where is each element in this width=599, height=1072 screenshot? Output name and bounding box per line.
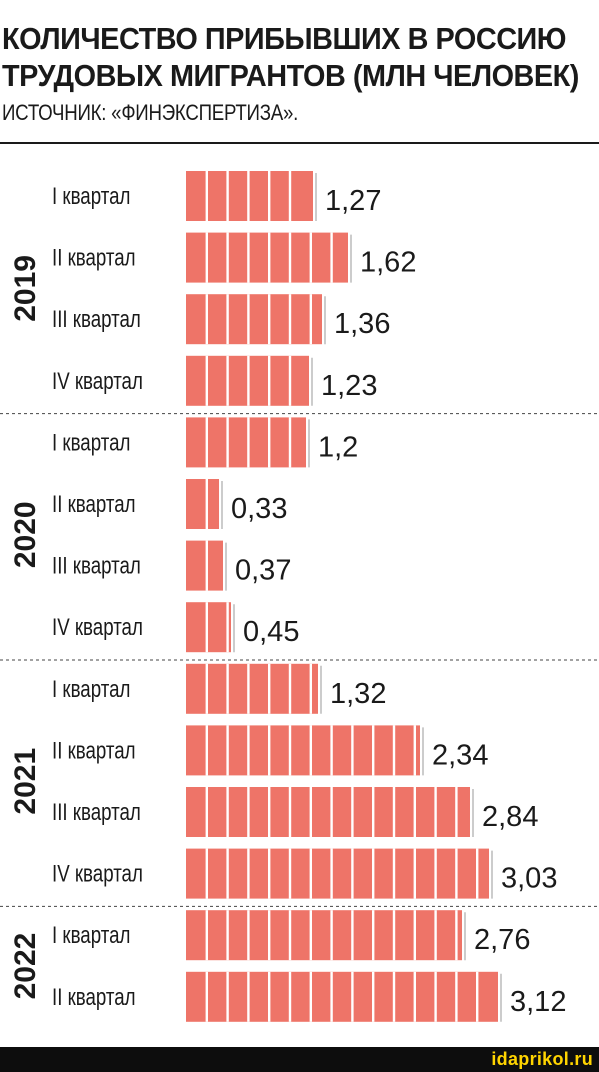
bar-category-label: IV квартал bbox=[52, 860, 143, 887]
chart-subtitle: ИСТОЧНИК: «ФИНЭКСПЕРТИЗА». bbox=[2, 100, 299, 125]
footer-bar bbox=[0, 1047, 599, 1072]
bar-category-label: III квартал bbox=[52, 306, 141, 333]
year-label: 2022 bbox=[9, 933, 42, 1000]
bar bbox=[186, 479, 219, 529]
bar-category-label: IV квартал bbox=[52, 368, 143, 395]
value-label: 2,76 bbox=[474, 924, 530, 956]
bar bbox=[186, 787, 470, 837]
header-rule bbox=[0, 142, 599, 144]
value-label: 3,03 bbox=[501, 863, 557, 895]
bar bbox=[186, 725, 420, 776]
bar-category-label: III квартал bbox=[52, 552, 141, 579]
chart-title: КОЛИЧЕСТВО ПРИБЫВШИХ В РОССИЮ ТРУДОВЫХ М… bbox=[2, 20, 579, 94]
year-label: 2019 bbox=[9, 255, 42, 322]
watermark: idaprikol.ru bbox=[491, 1049, 593, 1069]
title-line-1: КОЛИЧЕСТВО ПРИБЫВШИХ В РОССИЮ bbox=[2, 21, 567, 56]
bar bbox=[186, 602, 231, 653]
year-label: 2020 bbox=[9, 501, 42, 568]
bar-category-label: II квартал bbox=[52, 737, 136, 764]
value-label: 0,33 bbox=[231, 493, 287, 525]
bar-category-label: I квартал bbox=[52, 922, 130, 949]
bar-category-label: I квартал bbox=[52, 183, 130, 210]
bar-category-label: II квартал bbox=[52, 244, 136, 271]
bar bbox=[186, 232, 348, 283]
bar-category-label: III квартал bbox=[52, 799, 141, 826]
bar-chart: I квартал 1,27 II квартал 1,62 III квартал 1,… bbox=[0, 171, 599, 1022]
value-label: 0,45 bbox=[243, 616, 299, 648]
bar-category-label: I квартал bbox=[52, 429, 130, 456]
value-label: 1,27 bbox=[325, 185, 381, 217]
value-label: 1,36 bbox=[334, 308, 390, 340]
value-label: 1,62 bbox=[360, 247, 416, 279]
bar-category-label: II квартал bbox=[52, 984, 136, 1011]
value-label: 0,37 bbox=[235, 555, 291, 587]
bar bbox=[186, 910, 462, 961]
value-label: 1,32 bbox=[330, 678, 386, 710]
value-label: 1,2 bbox=[318, 431, 358, 463]
bar bbox=[186, 417, 306, 468]
bar bbox=[186, 971, 498, 1022]
year-label: 2021 bbox=[9, 748, 42, 815]
bar-category-label: I квартал bbox=[52, 676, 130, 703]
value-label: 3,12 bbox=[510, 986, 566, 1018]
title-line-2: ТРУДОВЫХ МИГРАНТОВ (МЛН ЧЕЛОВЕК) bbox=[2, 58, 579, 93]
bar bbox=[186, 294, 322, 345]
bar bbox=[186, 540, 223, 591]
value-label: 2,84 bbox=[482, 801, 538, 833]
value-label: 2,34 bbox=[432, 739, 488, 771]
bar-category-label: IV квартал bbox=[52, 614, 143, 641]
bar-category-label: II квартал bbox=[52, 491, 136, 518]
bar bbox=[186, 848, 489, 899]
value-label: 1,23 bbox=[321, 370, 377, 402]
